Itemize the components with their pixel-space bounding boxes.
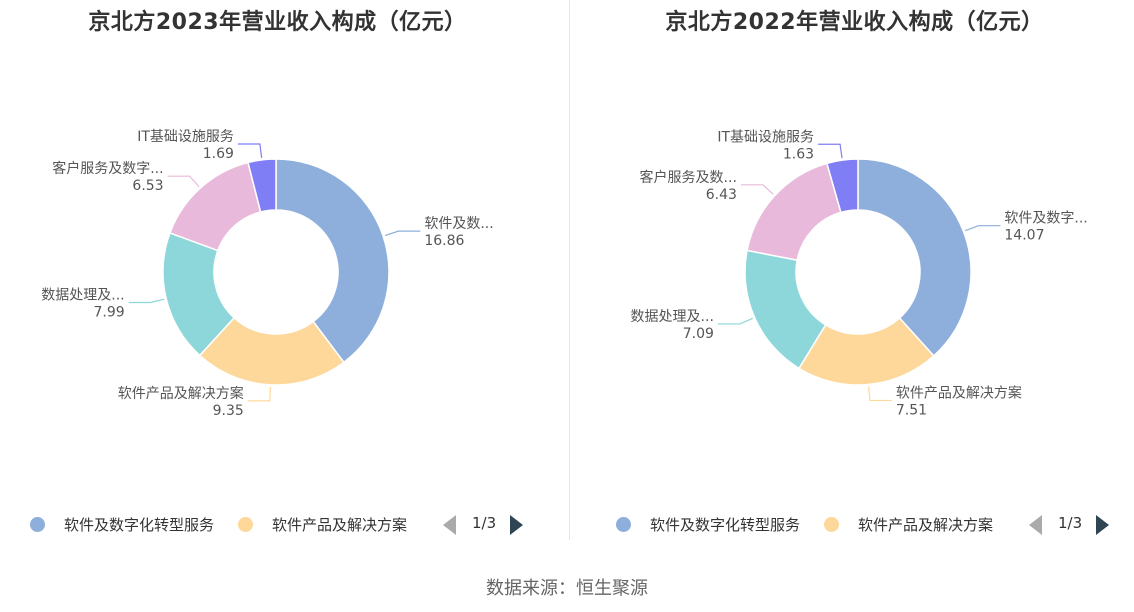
panel-divider: [569, 0, 570, 540]
slice-category-label: IT基础设施服务: [137, 128, 234, 145]
slice-category-label: 数据处理及...: [41, 287, 124, 303]
slice-value-label: 7.51: [896, 402, 927, 418]
slice-value-label: 1.69: [203, 146, 234, 162]
slice-category-label: 软件产品及解决方案: [118, 385, 244, 402]
slice-value-label: 16.86: [424, 233, 464, 249]
slice-category-label: 软件及数字...: [1004, 211, 1087, 227]
legend-dot-icon: [616, 517, 631, 532]
legend-page-number: 1/3: [472, 514, 497, 532]
donut-slice[interactable]: [275, 158, 390, 364]
slice-value-label: 7.09: [683, 326, 714, 342]
chart-panel-2022: 京北方2022年营业收入构成（亿元） 软件及数字... 14.07 软件产品及解决方…: [567, 0, 1134, 550]
slice-value-label: 14.07: [1004, 228, 1044, 244]
legend-dot-icon: [824, 517, 839, 532]
donut-slice[interactable]: [857, 158, 972, 357]
data-source: 数据来源：恒生聚源: [486, 578, 648, 599]
slice-value-label: 7.99: [93, 304, 124, 320]
slice-value-label: 1.63: [783, 146, 814, 162]
legend-label: 软件产品及解决方案: [858, 516, 994, 534]
slice-category-label: IT基础设施服务: [717, 128, 814, 145]
slice-category-label: 客户服务及数字...: [52, 160, 163, 177]
slice-value-label: 9.35: [213, 403, 244, 419]
donut-slice[interactable]: [746, 162, 842, 262]
chart-title: 京北方2023年营业收入构成（亿元）: [88, 10, 467, 35]
slice-category-label: 客户服务及数...: [640, 169, 737, 186]
chart-panel-2023: 京北方2023年营业收入构成（亿元） 软件及数... 16.86 软件产品及解决方案…: [0, 0, 567, 550]
legend-page-number: 1/3: [1058, 514, 1083, 532]
slice-value-label: 6.43: [706, 187, 737, 203]
slice-category-label: 数据处理及...: [631, 309, 714, 325]
leader-line: [740, 184, 774, 195]
leader-line: [247, 386, 272, 402]
slice-category-label: 软件产品及解决方案: [896, 384, 1022, 401]
legend-dot-icon: [30, 517, 45, 532]
leader-line: [818, 143, 843, 159]
leader-line: [384, 230, 421, 237]
legend-dot-icon: [238, 517, 253, 532]
leader-line: [237, 143, 263, 158]
leader-line: [868, 386, 892, 402]
legend-label: 软件产品及解决方案: [272, 516, 408, 534]
arrow-left-icon[interactable]: [1029, 515, 1042, 535]
arrow-right-icon[interactable]: [510, 515, 523, 535]
legend-label: 软件及数字化转型服务: [64, 516, 215, 534]
donut-slice[interactable]: [247, 158, 277, 213]
leader-line: [965, 225, 1001, 232]
arrow-left-icon[interactable]: [443, 515, 456, 535]
arrow-right-icon[interactable]: [1096, 515, 1109, 535]
leader-line: [167, 175, 200, 188]
chart-title: 京北方2022年营业收入构成（亿元）: [665, 10, 1044, 35]
leader-line: [717, 317, 753, 325]
leader-line: [128, 298, 165, 304]
donut-slice[interactable]: [825, 158, 859, 214]
slice-category-label: 软件及数...: [424, 216, 493, 232]
legend-label: 软件及数字化转型服务: [650, 516, 801, 534]
slice-value-label: 6.53: [132, 178, 163, 194]
